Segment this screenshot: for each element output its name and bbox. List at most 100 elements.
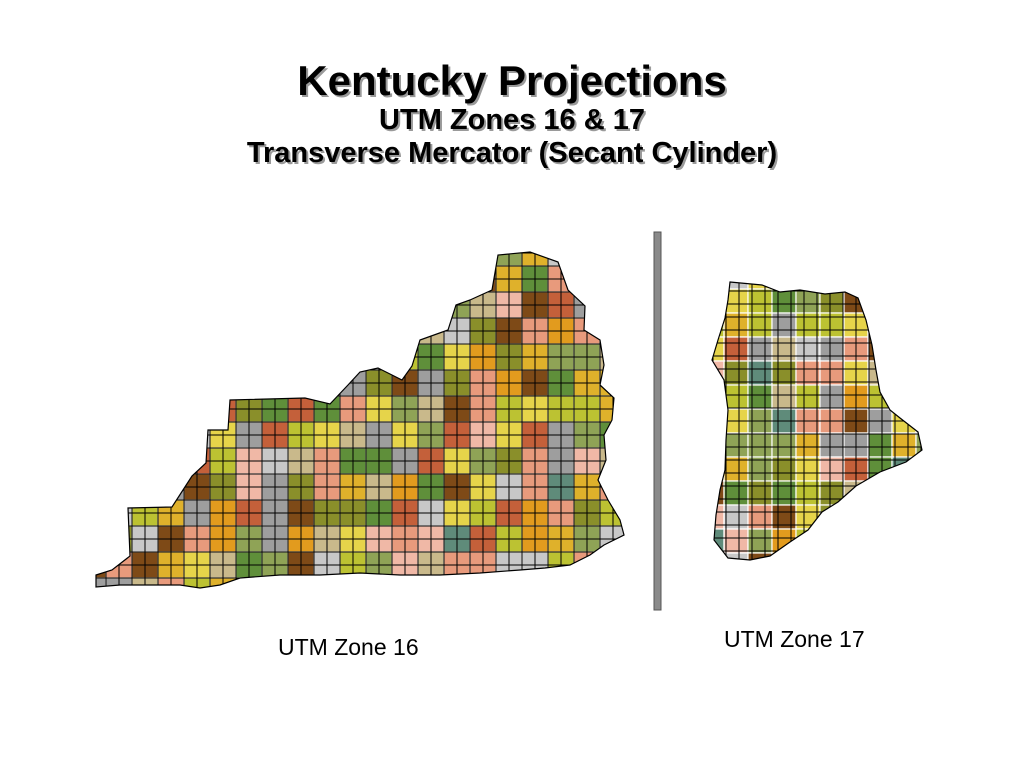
zone-16-county-block [339, 317, 367, 345]
zone-16-county-block [287, 265, 315, 293]
zone-16-county-block [209, 291, 237, 319]
zone-17-county-block [867, 480, 893, 506]
zone-17-county-block [712, 288, 725, 314]
slide-title: Kentucky Projections [297, 57, 727, 104]
zone-16-county-block [339, 265, 367, 293]
zone-17-county-block [712, 432, 725, 458]
zone-17-county-block [712, 456, 725, 482]
zone-16-county-block [599, 369, 624, 397]
zone-17-county-block [712, 480, 725, 506]
zone-16-county-block [209, 317, 237, 345]
zone-16-county-block [313, 265, 341, 293]
zone-17-county-block [795, 360, 821, 386]
zone-17-county-block [712, 528, 725, 554]
zone-16-county-block [183, 265, 211, 293]
zone-16-county-block [105, 395, 133, 423]
zone-16-county-block [339, 252, 367, 267]
zone-16-county-block [469, 577, 497, 588]
zone-17-county-block [915, 408, 922, 434]
zone-16-county-block [626, 604, 652, 630]
zone-16-county-block [105, 473, 133, 501]
zone-17-county-block [891, 480, 917, 506]
zone-16-county-block [157, 447, 185, 475]
zone-16-county-block [287, 577, 315, 588]
zone-17-county-block [795, 552, 821, 560]
zone-16-county-block [235, 343, 263, 371]
zone-17-county-block [723, 456, 749, 482]
zone-16-county-block [599, 265, 624, 293]
zone-16-county-block [131, 421, 159, 449]
slide-subtitle-projection: Transverse Mercator (Secant Cylinder) [246, 137, 778, 169]
zone-16-county-block [96, 317, 107, 345]
zone-16-county-block [365, 343, 393, 371]
zone-16-county-block [105, 421, 133, 449]
zone-17-county-block [915, 456, 922, 482]
zone-16-county-block [235, 317, 263, 345]
zone-17-county-block [771, 432, 797, 458]
zone-16-county-block [365, 317, 393, 345]
zone-16-county-block [96, 252, 107, 267]
zone-16-county-block [626, 370, 652, 396]
zone-16-county-block [96, 421, 107, 449]
zone-16-county-block [132, 604, 158, 630]
zone-16-county-block [96, 265, 107, 293]
zone-16-county-block [287, 291, 315, 319]
zone-17-county-block [819, 552, 845, 560]
zone-17-county-block [712, 384, 725, 410]
zone-16-county-block [131, 317, 159, 345]
zone-16-county-block [131, 265, 159, 293]
zone-16-county-block [365, 265, 393, 293]
zone-16-county-block [157, 343, 185, 371]
zone-17-county-block [819, 384, 845, 410]
zone-17-county-block [819, 336, 845, 362]
zone-16-county-block [365, 577, 393, 588]
zone-17-county-block [771, 288, 797, 314]
zone-16-county-block [547, 577, 575, 588]
zone-17-county-block [795, 528, 821, 554]
zone-16-county-block [391, 252, 419, 267]
zone-16-county-block [235, 577, 263, 588]
zone-17-label: UTM Zone 17 [724, 626, 865, 652]
zone-16-county-block [96, 473, 107, 501]
zone-16-county-block [210, 604, 236, 630]
zone-17-county-block [891, 288, 917, 314]
zone-16-county-block [313, 577, 341, 588]
zone-17-county-block [723, 360, 749, 386]
zone-16-county-block [391, 343, 419, 371]
zone-16-county-block [599, 291, 624, 319]
title-block: Kentucky Projections UTM Zones 16 & 17 T… [0, 58, 1024, 170]
zone-16-county-block [183, 421, 211, 449]
zone-17-county-block [867, 312, 893, 338]
zone-16-county-block [183, 291, 211, 319]
zone-16-county-block [417, 291, 445, 319]
zone-16-county-block [574, 604, 600, 630]
zone-17-county-block [891, 360, 917, 386]
zone-16-county-block [105, 525, 133, 553]
zone-16-county-block [235, 291, 263, 319]
zone-17-county-block [867, 384, 893, 410]
zone-16-county-block [157, 317, 185, 345]
zone-16-county-block [287, 343, 315, 371]
zone-17-county-block [915, 432, 922, 458]
zone-16-county-block [80, 604, 106, 630]
zone-17-county-block [723, 528, 749, 554]
zone-16-county-block [131, 395, 159, 423]
zone-16-county-block [236, 604, 262, 630]
zone-16-county-block [313, 252, 341, 267]
zone-16-county-block [444, 604, 470, 630]
zone-16-county-block [626, 318, 652, 344]
zone-16-county-block [339, 577, 367, 588]
zone-16-county-block [626, 266, 652, 292]
zone-17-county-block [795, 336, 821, 362]
zone-16-county-block [96, 447, 107, 475]
zone-16-county-block [261, 369, 289, 397]
zone-16-county-block [339, 291, 367, 319]
zone-17-county-block [771, 282, 797, 290]
zone-16-county-block [495, 577, 523, 588]
zone-16-county-block [548, 604, 574, 630]
zone-16-county-block [573, 265, 601, 293]
zone-17-county-block [867, 282, 893, 290]
zone-17-county-block [867, 432, 893, 458]
zone-16-county-block [599, 577, 624, 588]
